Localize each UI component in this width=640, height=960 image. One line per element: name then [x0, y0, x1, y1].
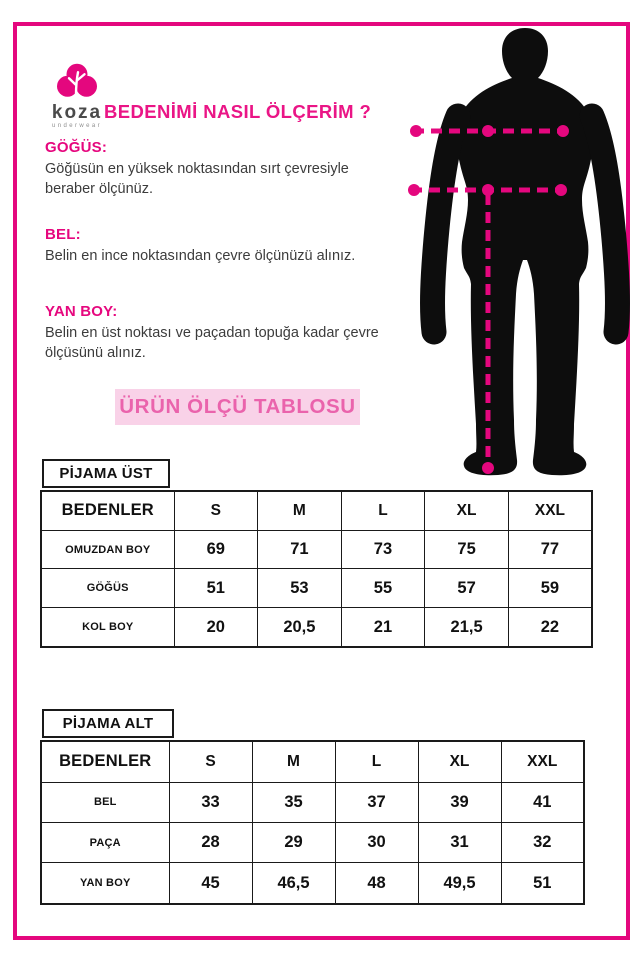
trefoil-logo-icon — [57, 63, 97, 97]
cell: 51 — [173, 568, 259, 608]
row-label: YAN BOY — [40, 862, 170, 905]
section-heading-chest: GÖĞÜS: — [45, 139, 108, 156]
row-label: OMUZDAN BOY — [40, 529, 175, 570]
col-header: S — [168, 740, 253, 783]
cell: 49,5 — [417, 862, 502, 905]
cell: 53 — [257, 568, 342, 608]
cell: 20,5 — [257, 607, 342, 648]
page-title: BEDENİMİ NASIL ÖLÇERİM ? — [104, 101, 372, 122]
row-label: BEL — [40, 781, 170, 823]
size-table-banner: ÜRÜN ÖLÇÜ TABLOSU — [115, 389, 360, 425]
col-header: XXL — [507, 490, 593, 531]
col-header: XXL — [500, 740, 585, 783]
pijama-ust-label: PİJAMA ÜST — [42, 459, 170, 488]
cell: 77 — [507, 529, 593, 570]
male-silhouette — [420, 28, 630, 476]
pijama-alt-label: PİJAMA ALT — [42, 709, 174, 738]
cell: 39 — [417, 781, 502, 823]
cell: 51 — [500, 862, 585, 905]
cell: 57 — [424, 568, 509, 608]
table-row: GÖĞÜS 51 53 55 57 59 — [40, 568, 593, 608]
logo-subtext: underwear — [52, 123, 102, 129]
cell: 28 — [168, 821, 253, 864]
table-row: YAN BOY 45 46,5 48 49,5 51 — [40, 862, 585, 905]
cell: 69 — [173, 529, 259, 570]
col-header: S — [173, 490, 259, 531]
cell: 55 — [340, 568, 426, 608]
logo-brand-text: koza — [51, 102, 103, 123]
cell: 46,5 — [251, 862, 336, 905]
cell: 41 — [500, 781, 585, 823]
left-arm — [420, 103, 471, 345]
table-row: BEL 33 35 37 39 41 — [40, 781, 585, 823]
col-header: M — [257, 490, 342, 531]
table-row: OMUZDAN BOY 69 71 73 75 77 — [40, 529, 593, 570]
pijama-alt-table: BEDENLER S M L XL XXL BEL 33 35 37 39 41… — [40, 740, 585, 905]
pijama-ust-table: BEDENLER S M L XL XXL OMUZDAN BOY 69 71 … — [40, 490, 593, 648]
col-header: XL — [424, 490, 509, 531]
koza-logo: koza underwear — [42, 52, 112, 129]
cell: 37 — [334, 781, 419, 823]
cell: 59 — [507, 568, 593, 608]
cell: 29 — [251, 821, 336, 864]
table-row: KOL BOY 20 20,5 21 21,5 22 — [40, 607, 593, 648]
section-body-side-length: Belin en üst noktası ve paçadan topuğa k… — [45, 325, 379, 361]
cell: 35 — [251, 781, 336, 823]
cell: 21,5 — [424, 607, 509, 648]
cell: 48 — [334, 862, 419, 905]
cell: 75 — [424, 529, 509, 570]
table-row: PAÇA 28 29 30 31 32 — [40, 821, 585, 864]
col-header: M — [251, 740, 336, 783]
cell: 32 — [500, 821, 585, 864]
cell: 20 — [173, 607, 259, 648]
row-label: KOL BOY — [40, 607, 175, 648]
section-body-waist: Belin en ince noktasından çevre ölçünüzü… — [45, 248, 356, 264]
row-label: PAÇA — [40, 821, 170, 864]
cell: 71 — [257, 529, 342, 570]
col-header: BEDENLER — [40, 740, 170, 783]
right-arm — [579, 103, 630, 345]
page-border-frame — [13, 22, 630, 940]
cell: 30 — [334, 821, 419, 864]
cell: 73 — [340, 529, 426, 570]
cell: 22 — [507, 607, 593, 648]
table-header-row: BEDENLER S M L XL XXL — [40, 740, 585, 783]
cell: 45 — [168, 862, 253, 905]
cell: 33 — [168, 781, 253, 823]
col-header: L — [340, 490, 426, 531]
table-header-row: BEDENLER S M L XL XXL — [40, 490, 593, 531]
cell: 31 — [417, 821, 502, 864]
body-silhouette-figure — [408, 28, 630, 476]
col-header: XL — [417, 740, 502, 783]
section-heading-side-length: YAN BOY: — [45, 303, 118, 320]
col-header: BEDENLER — [40, 490, 175, 531]
row-label: GÖĞÜS — [40, 568, 175, 608]
col-header: L — [334, 740, 419, 783]
measurement-lines — [408, 125, 569, 474]
section-heading-waist: BEL: — [45, 226, 81, 243]
cell: 21 — [340, 607, 426, 648]
section-body-chest: Göğüsün en yüksek noktasından sırt çevre… — [45, 161, 349, 197]
